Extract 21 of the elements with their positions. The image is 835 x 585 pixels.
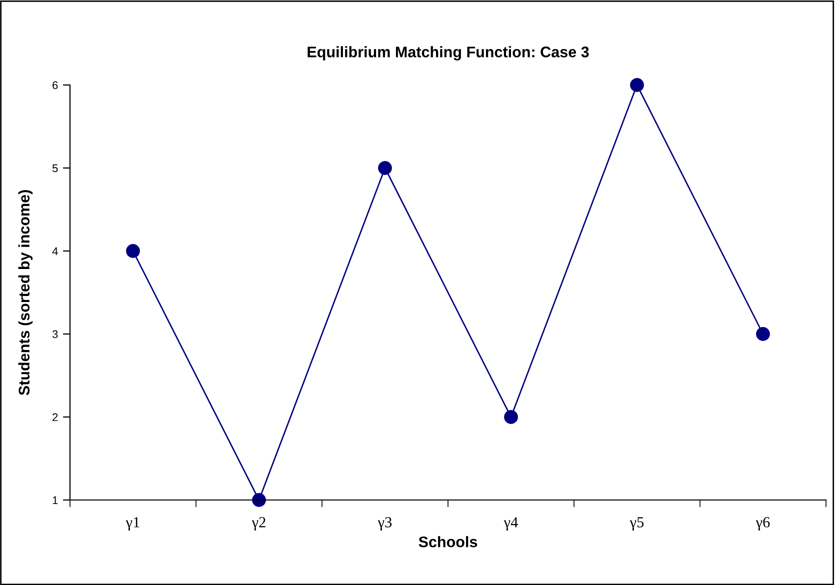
point bbox=[504, 410, 518, 424]
y-tick-label: 1 bbox=[52, 496, 58, 504]
x-tick-label: γ3 bbox=[378, 517, 392, 531]
point bbox=[756, 327, 770, 341]
x-tick-label: γ4 bbox=[504, 517, 518, 531]
point bbox=[252, 493, 266, 507]
point bbox=[630, 78, 644, 92]
chart-title: Equilibrium Matching Function: Case 3 bbox=[308, 46, 589, 60]
x-tick-label: γ6 bbox=[756, 517, 770, 531]
point bbox=[378, 161, 392, 175]
x-tick-label: γ5 bbox=[630, 517, 644, 531]
x-tick-label: γ1 bbox=[126, 517, 140, 531]
x-axis-title: Schools bbox=[418, 536, 478, 548]
x-tick-label: γ2 bbox=[252, 517, 266, 531]
y-tick-label: 5 bbox=[52, 164, 58, 172]
y-tick-label: 4 bbox=[52, 247, 58, 256]
y-tick-label: 3 bbox=[52, 330, 58, 338]
y-axis-title: Students (sorted by income) bbox=[18, 190, 33, 396]
y-tick-label: 2 bbox=[52, 413, 58, 422]
y-tick-label: 6 bbox=[52, 81, 58, 90]
point bbox=[126, 244, 140, 258]
